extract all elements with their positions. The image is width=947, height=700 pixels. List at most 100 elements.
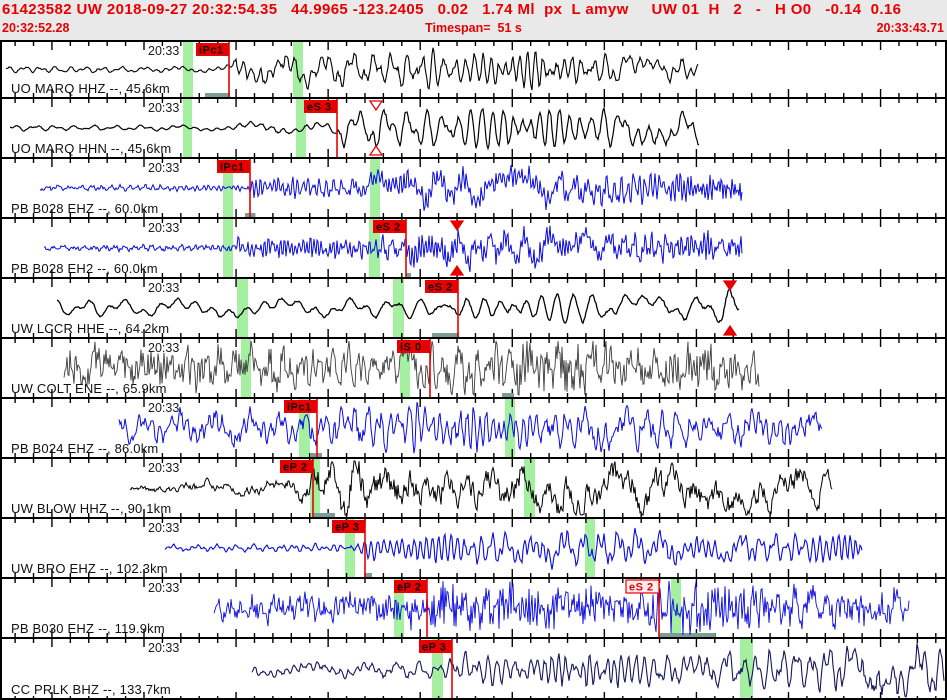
- phase-pick-label: iS 0: [400, 342, 422, 354]
- station-channel-label: UW LCCR HHE --, 64.2km: [11, 321, 170, 336]
- phase-pick-label-box[interactable]: [196, 43, 229, 56]
- amplitude-marker-up-triangle: [368, 144, 384, 156]
- arrival-window-band: [524, 459, 535, 517]
- phase-pick-label-box[interactable]: [284, 400, 317, 413]
- station-channel-label: UW BRO EHZ --, 102.3km: [11, 561, 168, 576]
- station-channel-label: UO MARQ HHZ --, 45.6km: [11, 81, 170, 96]
- phase-pick-label-box[interactable]: [280, 460, 313, 473]
- coda-duration-bar: [205, 93, 230, 97]
- waveform-canvas[interactable]: iPc1: [2, 42, 945, 97]
- minute-time-label: 20:33: [148, 221, 180, 235]
- minute-time-label: 20:33: [148, 461, 180, 475]
- waveform-canvas[interactable]: iS 0: [2, 339, 945, 397]
- phase-pick-label-box[interactable]: [419, 640, 452, 653]
- station-channel-label: CC PRLK BHZ --, 133.7km: [11, 682, 171, 697]
- phase-pick-label: iPc1: [220, 162, 245, 174]
- seismogram-waveform: [213, 580, 910, 636]
- coda-duration-bar: [310, 453, 322, 457]
- phase-pick-label: iPc1: [287, 402, 312, 414]
- station-channel-label: UO MARQ HHN --, 45.6km: [11, 141, 172, 156]
- phase-pick-label: eP 2: [283, 462, 307, 474]
- phase-pick-label-box[interactable]: [217, 160, 250, 173]
- arrival-window-band: [296, 99, 306, 157]
- seismogram-waveform: [9, 106, 700, 151]
- coda-duration-bar: [432, 333, 459, 337]
- seismogram-waveform: [129, 460, 833, 517]
- station-channel-label: PB B028 EH2 --, 60.0km: [11, 261, 158, 276]
- arrival-window-band: [671, 579, 681, 637]
- waveform-canvas[interactable]: eS 2: [2, 219, 945, 277]
- phase-pick-label: iPc1: [199, 45, 224, 57]
- station-channel-label: UW COLT ENE --, 65.9km: [11, 381, 167, 396]
- trace-panel[interactable]: iS 0 20:33 UW COLT ENE --, 65.9km: [2, 337, 945, 397]
- amplitude-marker-up-triangle: [722, 324, 738, 336]
- phase-pick-label: eP 3: [335, 522, 359, 534]
- minute-time-label: 20:33: [148, 281, 180, 295]
- phase-pick-label-box[interactable]: [397, 340, 430, 353]
- waveform-canvas[interactable]: eS 2: [2, 279, 945, 337]
- trace-panel-stack: iPc1 20:33 UO MARQ HHZ --, 45.6km eS 3 20:33…: [0, 40, 947, 700]
- trace-panel[interactable]: iPc1 20:33 PB B028 EHZ --, 60.0km: [2, 157, 945, 217]
- trace-panel[interactable]: eS 2 20:33 UW LCCR HHE --, 64.2km: [2, 277, 945, 337]
- seismogram-waveform: [43, 225, 743, 272]
- arrival-window-band: [505, 399, 515, 457]
- phase-pick-label: eS 2: [629, 582, 654, 594]
- minute-time-label: 20:33: [148, 101, 180, 115]
- arrival-window-band: [370, 159, 380, 217]
- coda-duration-bar: [502, 393, 514, 397]
- arrival-window-band: [299, 399, 310, 457]
- amplitude-marker-down-triangle: [722, 280, 738, 292]
- station-channel-label: PB B030 EHZ --, 119.9km: [11, 621, 165, 636]
- minute-time-label: 20:33: [148, 581, 180, 595]
- time-tick-marks: [14, 579, 937, 637]
- event-summary-line: 61423582 UW 2018-09-27 20:32:54.35 44.99…: [2, 1, 902, 18]
- waveform-canvas[interactable]: eS 3: [2, 99, 945, 157]
- minute-time-label: 20:33: [148, 44, 180, 58]
- seismogram-waveform: [39, 165, 743, 211]
- minute-time-label: 20:33: [148, 341, 180, 355]
- trace-panel[interactable]: eS 3 20:33 UO MARQ HHN --, 45.6km: [2, 97, 945, 157]
- seismogram-waveform: [164, 527, 863, 570]
- arrival-window-band: [237, 279, 248, 337]
- arrival-window-band: [310, 459, 320, 517]
- seismogram-waveform: [118, 401, 823, 454]
- seismogram-waveform: [5, 47, 699, 91]
- amplitude-marker-up-triangle: [449, 264, 465, 276]
- station-channel-label: PB B028 EHZ --, 60.0km: [11, 201, 159, 216]
- time-tick-marks: [14, 399, 937, 457]
- coda-duration-bar: [313, 513, 335, 517]
- arrival-window-band: [585, 519, 595, 577]
- waveform-canvas[interactable]: eP 3: [2, 639, 945, 700]
- phase-pick-label-box[interactable]: [332, 520, 365, 533]
- minute-time-label: 20:33: [148, 521, 180, 535]
- window-end-time: 20:33:43.71: [876, 21, 944, 35]
- trace-panel[interactable]: eP 3 20:33 UW BRO EHZ --, 102.3km: [2, 517, 945, 577]
- waveform-canvas[interactable]: iPc1: [2, 399, 945, 457]
- time-window-bar: 20:32:52.28 Timespan= 51 s 20:33:43.71: [0, 19, 947, 38]
- trace-panel[interactable]: eP 2 eS 2 20:33 PB B030 EHZ --, 119.9km: [2, 577, 945, 637]
- trace-panel[interactable]: eP 3 20:33 CC PRLK BHZ --, 133.7km: [2, 637, 945, 700]
- waveform-canvas[interactable]: eP 3: [2, 519, 945, 577]
- minute-time-label: 20:33: [148, 641, 180, 655]
- waveform-canvas[interactable]: iPc1: [2, 159, 945, 217]
- seismogram-waveform: [251, 643, 945, 698]
- phase-pick-label: eP 3: [422, 642, 446, 654]
- phase-pick-label-box[interactable]: [394, 580, 427, 593]
- trace-panel[interactable]: iPc1 20:33 PB B024 EHZ --, 86.0km: [2, 397, 945, 457]
- phase-pick-label-box[interactable]: [373, 220, 406, 233]
- time-tick-marks: [14, 219, 937, 277]
- waveform-canvas[interactable]: eP 2: [2, 459, 945, 517]
- coda-duration-bar: [364, 573, 372, 577]
- arrival-window-band: [400, 339, 410, 397]
- arrival-window-band: [393, 279, 404, 337]
- phase-pick-label-box[interactable]: [304, 100, 337, 113]
- waveform-canvas[interactable]: eP 2 eS 2: [2, 579, 945, 637]
- arrival-window-band: [293, 42, 303, 97]
- time-tick-marks: [14, 99, 937, 157]
- trace-panel[interactable]: iPc1 20:33 UO MARQ HHZ --, 45.6km: [2, 40, 945, 97]
- trace-panel[interactable]: eS 2 20:33 PB B028 EH2 --, 60.0km: [2, 217, 945, 277]
- phase-pick-label-box[interactable]: [425, 280, 458, 293]
- phase-pick-label-box[interactable]: [625, 579, 660, 594]
- trace-panel[interactable]: eP 2 20:33 UW BLOW HHZ --, 90.1km: [2, 457, 945, 517]
